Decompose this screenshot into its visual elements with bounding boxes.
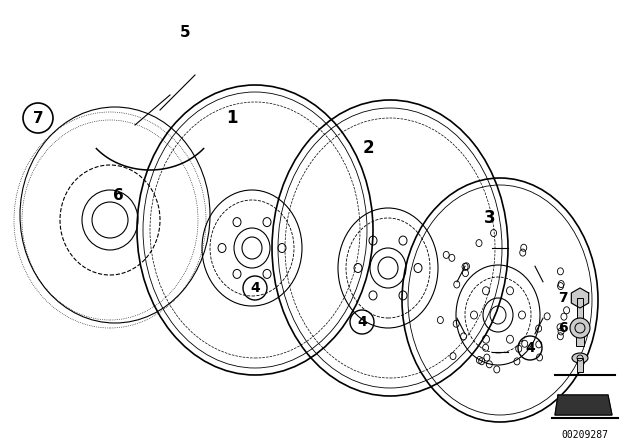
Text: 7: 7 — [558, 291, 568, 305]
Polygon shape — [555, 395, 612, 415]
Text: 7: 7 — [33, 111, 44, 125]
Text: 00209287: 00209287 — [561, 430, 609, 440]
Text: 6: 6 — [113, 188, 124, 202]
Polygon shape — [572, 288, 589, 308]
Text: 1: 1 — [227, 109, 237, 127]
Text: 5: 5 — [180, 25, 190, 39]
Ellipse shape — [572, 353, 588, 363]
Bar — [576, 328, 584, 346]
Bar — [577, 358, 583, 372]
Text: 3: 3 — [484, 209, 496, 227]
Text: 4: 4 — [357, 315, 367, 329]
Text: 4: 4 — [525, 341, 535, 355]
Text: 4: 4 — [250, 281, 260, 295]
Text: 2: 2 — [362, 139, 374, 157]
Text: 6: 6 — [558, 321, 568, 335]
Bar — [577, 298, 583, 318]
Circle shape — [570, 318, 590, 338]
